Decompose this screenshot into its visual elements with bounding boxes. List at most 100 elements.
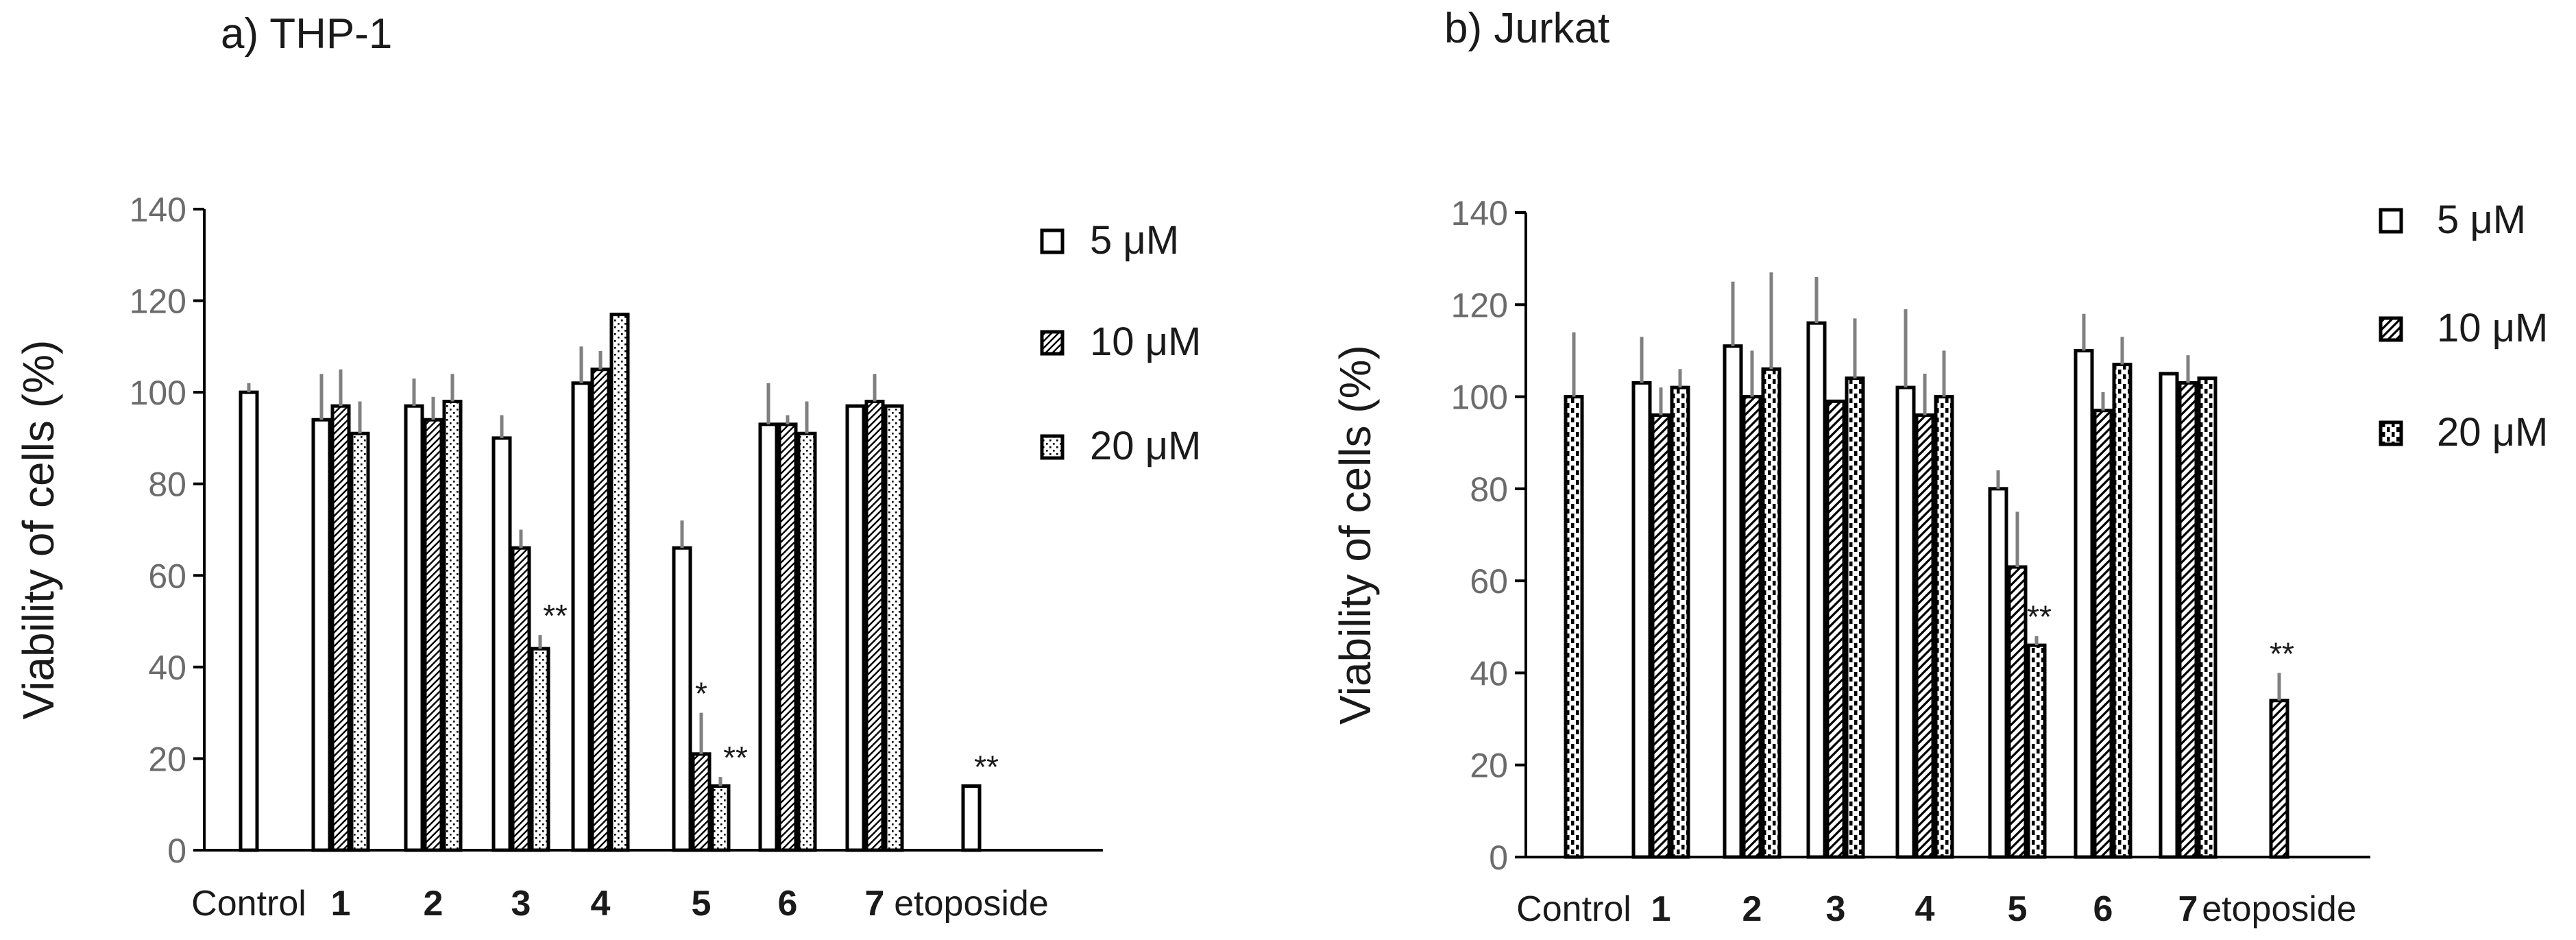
bar-6-10uM (2093, 409, 2113, 859)
bar-5-10uM (691, 752, 712, 852)
x-tick-label: 2 (1742, 889, 1762, 929)
bar-3-10uM (511, 546, 531, 852)
bar-etoposide-etoposide (961, 784, 982, 852)
x-tick-label: 7 (865, 884, 885, 924)
bar-5-10uM (2007, 565, 2028, 859)
x-tick-label: etoposide (2202, 889, 2357, 929)
x-tick-label: 6 (2093, 889, 2113, 929)
significance-marker: ** (723, 740, 748, 775)
bar-3-5uM (1806, 321, 1827, 859)
x-tick-label: Control (191, 884, 306, 924)
x-tick-label: 1 (1651, 889, 1671, 929)
bar-2-10uM (423, 418, 443, 852)
x-tick-label: etoposide (894, 884, 1049, 924)
y-tick-label: 80 (1470, 470, 1508, 509)
bar-1-10uM (330, 404, 351, 852)
bar-2-10uM (1742, 395, 1762, 859)
legend-label: 20 μM (2437, 410, 2548, 455)
y-tick-label: 80 (148, 466, 186, 504)
bar-6-20uM (2112, 363, 2133, 859)
legend-swatch (1040, 434, 1065, 460)
y-axis-label: Viability of cells (%) (1330, 345, 1380, 725)
x-tick-label: 4 (1915, 889, 1935, 929)
y-axis-label: Viability of cells (%) (14, 340, 63, 720)
bar-6-5uM (758, 422, 779, 852)
bar-3-20uM (530, 647, 550, 852)
x-tick-label: 2 (424, 884, 443, 924)
panel-title: a) THP-1 (221, 10, 393, 58)
legend-label: 10 μM (1090, 320, 1201, 364)
bar-2-5uM (1723, 344, 1743, 859)
legend-label: 20 μM (1090, 424, 1201, 468)
bar-4-10uM (1915, 413, 1935, 859)
y-tick-label: 120 (130, 282, 186, 321)
legend-swatch (2379, 420, 2403, 446)
bar-chart-jurkat: 0 20 40 60 80 100 120 140 Viability of cells (%)… (1330, 194, 2548, 929)
chart-panel-jurkat: b) Jurkat 0 20 40 60 80 100 120 140 Viability of… (1288, 0, 2576, 940)
legend-label: 5 μM (1090, 218, 1179, 263)
y-tick-label: 40 (1470, 654, 1508, 692)
x-tick-label: 6 (778, 884, 798, 924)
x-tick-label: 3 (1826, 889, 1846, 929)
bar-2-20uM (442, 400, 463, 852)
bar-5-20uM (2026, 643, 2047, 859)
y-tick-label: 40 (148, 649, 186, 687)
legend-label: 5 μM (2437, 197, 2526, 242)
legend-swatch (2379, 208, 2403, 234)
legend-label: 10 μM (2437, 306, 2548, 350)
bar-control-control (1564, 395, 1584, 859)
panel-title: b) Jurkat (1444, 5, 1610, 52)
bar-3-10uM (1825, 399, 1846, 859)
bar-3-20uM (1845, 376, 1865, 859)
x-tick-label: 1 (331, 884, 351, 924)
bar-7-5uM (845, 404, 866, 852)
bar-chart-thp1: 0 20 40 60 80 100 120 140 Viability of cells (%)… (14, 191, 1201, 924)
y-tick-label: 100 (130, 374, 186, 412)
significance-marker: ** (2027, 599, 2052, 635)
bar-6-5uM (2074, 348, 2094, 859)
y-tick-label: 60 (148, 557, 186, 595)
bar-3-5uM (491, 436, 512, 852)
y-tick-label: 20 (1470, 747, 1508, 785)
bar-1-20uM (350, 431, 370, 852)
y-tick-label: 140 (1451, 194, 1508, 232)
bar-etoposide-etoposide (2269, 699, 2289, 859)
bar-2-5uM (404, 404, 424, 852)
bar-5-20uM (710, 784, 731, 852)
bar-7-10uM (2178, 381, 2198, 859)
bar-1-5uM (1631, 381, 1652, 859)
bar-7-20uM (2197, 376, 2217, 859)
chart-panel-thp1: a) THP-1 0 20 40 60 80 100 120 140 Viability of … (14, 10, 1201, 924)
x-tick-label: 5 (2008, 889, 2028, 929)
bar-1-5uM (311, 418, 332, 852)
bar-7-5uM (2159, 372, 2179, 859)
legend-swatch (2379, 316, 2403, 342)
x-tick-label: 7 (2178, 889, 2198, 929)
bar-4-20uM (1934, 395, 1954, 859)
significance-marker: * (695, 676, 707, 712)
x-tick-label: Control (1516, 889, 1631, 929)
bar-4-5uM (1895, 385, 1916, 859)
bar-control-control (239, 390, 259, 852)
y-tick-label: 120 (1451, 286, 1508, 324)
bar-4-5uM (571, 381, 592, 852)
significance-marker: ** (2270, 636, 2294, 671)
bar-6-20uM (797, 431, 817, 852)
bar-1-10uM (1651, 413, 1671, 859)
bar-1-20uM (1670, 385, 1690, 859)
bar-7-10uM (864, 400, 885, 852)
legend-swatch (1040, 228, 1065, 254)
significance-marker: ** (974, 749, 999, 785)
bar-2-20uM (1761, 367, 1782, 859)
x-tick-label: 4 (591, 884, 611, 924)
y-tick-label: 0 (167, 832, 186, 870)
bar-4-10uM (590, 367, 611, 852)
y-tick-label: 60 (1470, 562, 1508, 601)
significance-marker: ** (543, 598, 568, 634)
x-tick-label: 5 (692, 884, 712, 924)
y-tick-label: 20 (148, 740, 186, 778)
y-tick-label: 140 (130, 191, 186, 229)
bar-4-20uM (609, 313, 630, 852)
bar-7-20uM (884, 404, 904, 852)
bar-5-5uM (1988, 487, 2008, 859)
